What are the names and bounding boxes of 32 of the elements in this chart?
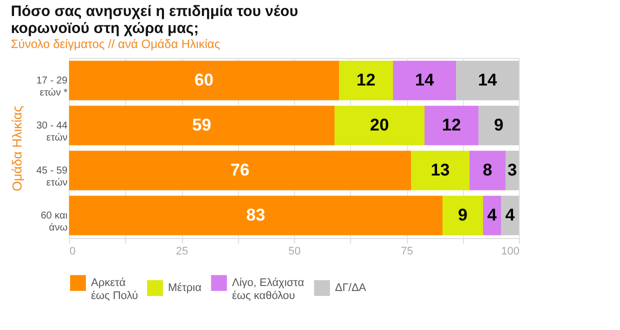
x-tick-label: 75 [400, 246, 414, 258]
data-label: 9 [458, 206, 468, 224]
x-tick-label: 50 [288, 246, 301, 258]
data-label: 14 [415, 70, 434, 90]
data-label: 8 [482, 160, 492, 180]
legend-label: Λίγο, Ελάχιστα έως καθόλου [232, 277, 305, 302]
data-label: 83 [246, 206, 266, 224]
y-tick-label: 45 - 59 ετών [36, 166, 68, 188]
y-axis-title: Ομάδα Ηλικίας [9, 106, 24, 192]
chart-subtitle: Σύνολο δείγματος // ανά Ομάδα Ηλικίας [10, 37, 220, 51]
data-label: 3 [508, 160, 517, 180]
y-tick-label: 30 - 44 ετών [36, 120, 68, 144]
data-label: 60 [194, 70, 214, 90]
y-tick-label: 17 - 29 ετών * [36, 76, 68, 98]
data-label: 59 [192, 116, 212, 134]
chart-title: Πόσο σας ανησυχεί η επιδημία του νέου κορωνοϊού στη χώρα μας; [10, 3, 298, 37]
y-tick-label: 60 και άνω [40, 210, 68, 234]
x-tick-label: 0 [70, 246, 76, 258]
x-tick-label: 25 [176, 246, 188, 258]
data-label: 12 [356, 70, 376, 90]
data-label: 20 [370, 116, 389, 134]
data-label: 4 [505, 206, 516, 224]
data-label: 13 [430, 160, 450, 180]
data-label: 9 [494, 116, 504, 134]
legend-label: Αρκετά έως Πολύ [91, 277, 138, 302]
data-label: 4 [487, 206, 498, 224]
x-tick-label: 100 [501, 246, 520, 258]
legend-label: ΔΓ/ΔΑ [335, 282, 367, 294]
data-label: 14 [478, 70, 498, 90]
legend-label: Μέτρια [168, 282, 202, 294]
data-label: 76 [230, 160, 250, 180]
data-label: 12 [442, 116, 461, 134]
